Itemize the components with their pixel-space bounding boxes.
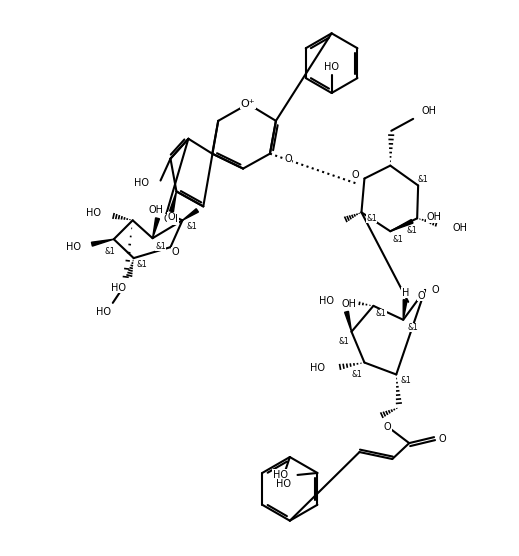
Text: HO: HO [96, 307, 111, 317]
Text: HO: HO [319, 296, 334, 306]
Polygon shape [170, 191, 176, 212]
Text: HO: HO [272, 470, 288, 480]
Text: &1: &1 [338, 337, 349, 346]
Polygon shape [91, 239, 114, 246]
Text: &1: &1 [401, 376, 412, 385]
Text: O: O [352, 170, 359, 180]
Text: O: O [431, 285, 439, 295]
Text: O: O [384, 422, 391, 432]
Text: OH: OH [148, 205, 163, 215]
Text: &1: &1 [418, 175, 429, 184]
Text: OH: OH [426, 212, 441, 222]
Text: HO: HO [324, 62, 339, 72]
Text: HO: HO [310, 363, 325, 373]
Polygon shape [403, 300, 407, 320]
Text: OH: OH [341, 299, 356, 309]
Text: OH: OH [164, 214, 179, 224]
Text: &1: &1 [407, 226, 418, 235]
Text: O⁺: O⁺ [241, 99, 255, 109]
Text: OH: OH [453, 224, 468, 234]
Text: O: O [284, 153, 292, 163]
Text: &1: &1 [136, 260, 147, 269]
Polygon shape [390, 220, 413, 231]
Text: H: H [402, 288, 409, 298]
Text: OH: OH [421, 106, 436, 116]
Text: HO: HO [111, 283, 126, 293]
Text: HO: HO [66, 242, 81, 252]
Polygon shape [153, 218, 159, 238]
Text: HO: HO [133, 177, 148, 187]
Text: HO: HO [86, 208, 101, 219]
Text: &1: &1 [104, 247, 115, 256]
Text: HO: HO [277, 479, 291, 489]
Text: &1: &1 [408, 323, 418, 332]
Polygon shape [345, 311, 351, 332]
Text: O: O [417, 291, 425, 301]
Text: O: O [438, 434, 446, 444]
Polygon shape [182, 208, 198, 220]
Text: O: O [168, 212, 175, 222]
Text: &1: &1 [351, 370, 362, 379]
Text: &1: &1 [155, 242, 166, 251]
Text: &1: &1 [187, 222, 198, 231]
Text: &1: &1 [376, 309, 387, 318]
Text: O: O [172, 247, 179, 257]
Text: &1: &1 [366, 214, 377, 223]
Text: &1: &1 [393, 235, 404, 244]
